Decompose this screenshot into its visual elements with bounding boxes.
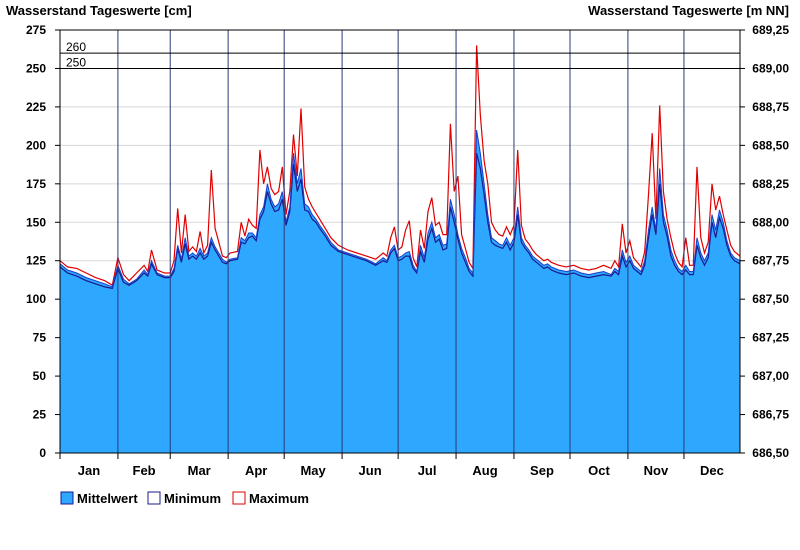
plot-frame bbox=[59, 29, 741, 454]
month-labels: Jan Feb Mar Apr May Jun Jul Aug Sep Oct Nov Dec bbox=[59, 453, 724, 478]
y-tick-label: 200 bbox=[26, 138, 46, 152]
legend-swatch-minimum bbox=[147, 491, 161, 505]
y-tick-label-right: 687,50 bbox=[752, 292, 789, 306]
y-tick-label: 225 bbox=[26, 100, 46, 114]
month-label: Jul bbox=[418, 463, 437, 478]
mittelwert-line bbox=[59, 129, 741, 288]
y-tick-label: 0 bbox=[39, 446, 46, 460]
reference-label: 260 bbox=[66, 40, 86, 54]
y-tick-label: 175 bbox=[26, 177, 46, 191]
right-axis-title: Wasserstand Tageswerte [m NN] bbox=[588, 3, 789, 18]
y-tick-label: 250 bbox=[26, 61, 46, 75]
y-tick-label: 150 bbox=[26, 215, 46, 229]
y-tick-label-right: 689,25 bbox=[752, 23, 789, 37]
month-label: Mar bbox=[188, 463, 211, 478]
month-label: Nov bbox=[644, 463, 669, 478]
month-label: Sep bbox=[530, 463, 554, 478]
right-y-ticks: 686,50 686,75 687,00 687,25 687,50 687,75 688,… bbox=[740, 23, 789, 460]
legend-label-mittelwert: Mittelwert bbox=[77, 491, 138, 506]
month-label: Feb bbox=[133, 463, 156, 478]
legend-item-maximum[interactable]: Maximum bbox=[232, 491, 309, 506]
legend: Mittelwert Minimum Maximum bbox=[60, 491, 309, 506]
y-tick-label-right: 686,75 bbox=[752, 408, 789, 422]
y-tick-label-right: 689,00 bbox=[752, 61, 789, 75]
minimum-line bbox=[59, 152, 741, 290]
month-label: Jan bbox=[78, 463, 100, 478]
reference-label: 250 bbox=[66, 55, 86, 69]
left-y-ticks: 0 25 50 75 100 125 150 175 200 225 250 275 bbox=[26, 23, 60, 460]
y-tick-label: 125 bbox=[26, 254, 46, 268]
month-label: Jun bbox=[359, 463, 382, 478]
y-tick-label-right: 688,00 bbox=[752, 215, 789, 229]
y-tick-label-right: 687,75 bbox=[752, 254, 789, 268]
y-tick-label-right: 687,25 bbox=[752, 331, 789, 345]
month-label: Oct bbox=[588, 463, 610, 478]
legend-item-mittelwert[interactable]: Mittelwert bbox=[60, 491, 138, 506]
y-tick-label: 275 bbox=[26, 23, 46, 37]
month-dividers bbox=[117, 30, 685, 453]
legend-swatch-maximum bbox=[232, 491, 246, 505]
y-tick-label-right: 686,50 bbox=[752, 446, 789, 460]
y-tick-label: 75 bbox=[33, 331, 47, 345]
y-tick-label-right: 687,00 bbox=[752, 369, 789, 383]
left-axis-title: Wasserstand Tageswerte [cm] bbox=[6, 3, 192, 18]
y-tick-label-right: 688,50 bbox=[752, 138, 789, 152]
legend-label-minimum: Minimum bbox=[164, 491, 221, 506]
month-label: Dec bbox=[700, 463, 724, 478]
legend-swatch-mittelwert bbox=[60, 491, 74, 505]
mittelwert-area bbox=[60, 130, 740, 453]
month-label: Aug bbox=[472, 463, 497, 478]
y-tick-label: 50 bbox=[33, 369, 47, 383]
y-tick-label: 25 bbox=[33, 408, 47, 422]
month-label: May bbox=[300, 463, 326, 478]
month-label: Apr bbox=[245, 463, 267, 478]
axes bbox=[59, 29, 741, 454]
y-tick-label: 100 bbox=[26, 292, 46, 306]
y-tick-label-right: 688,25 bbox=[752, 177, 789, 191]
maximum-line bbox=[59, 45, 741, 287]
y-tick-label-right: 688,75 bbox=[752, 100, 789, 114]
legend-item-minimum[interactable]: Minimum bbox=[147, 491, 221, 506]
legend-label-maximum: Maximum bbox=[249, 491, 309, 506]
